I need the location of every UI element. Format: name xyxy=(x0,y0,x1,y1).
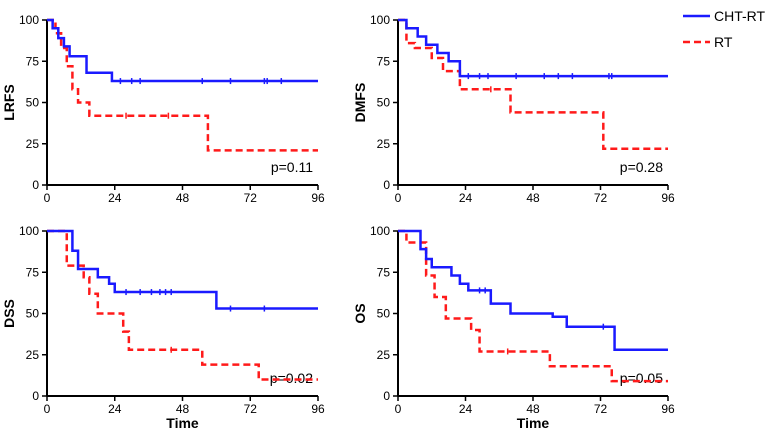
x-tick-label: 48 xyxy=(526,402,540,416)
x-tick-label: 48 xyxy=(526,191,540,205)
x-tick-label: 96 xyxy=(661,191,675,205)
y-tick-label: 50 xyxy=(26,307,40,321)
series-line-cht-rt xyxy=(47,18,318,83)
x-tick-label: 96 xyxy=(661,402,675,416)
series-line-rt xyxy=(398,229,668,383)
x-axis-title: Time xyxy=(166,415,199,431)
y-tick-label: 25 xyxy=(26,348,40,362)
x-tick-label: 0 xyxy=(44,402,51,416)
x-tick-label: 72 xyxy=(244,402,258,416)
y-tick-label: 100 xyxy=(370,224,390,238)
y-axis-title: OS xyxy=(352,303,368,323)
series-line-rt xyxy=(398,18,668,150)
y-tick-label: 100 xyxy=(19,224,39,238)
legend: CHT-RT RT xyxy=(683,8,765,50)
y-tick-label: 0 xyxy=(32,178,39,192)
x-tick-label: 96 xyxy=(311,402,325,416)
series-line-rt xyxy=(47,18,318,152)
series-line-cht-rt xyxy=(398,18,668,78)
panel-3-dss-chart: 0 25 50 75 100 0 24 48 72 96 DSS Time p=0.02 xyxy=(1,224,325,431)
p-value-label: p=0.02 xyxy=(270,370,313,386)
x-tick-label: 24 xyxy=(108,402,122,416)
legend-label-rt: RT xyxy=(714,34,733,50)
y-tick-label: 75 xyxy=(26,265,40,279)
y-tick-label: 75 xyxy=(377,265,391,279)
y-axis-title: DSS xyxy=(1,299,17,328)
legend-label-cht-rt: CHT-RT xyxy=(714,8,765,24)
p-value-label: p=0.11 xyxy=(271,159,313,175)
x-tick-label: 72 xyxy=(594,402,608,416)
y-tick-label: 25 xyxy=(377,348,391,362)
series-line-rt xyxy=(47,229,318,381)
y-tick-label: 0 xyxy=(32,389,39,403)
y-tick-label: 50 xyxy=(377,96,391,110)
y-tick-label: 75 xyxy=(377,54,391,68)
x-tick-label: 72 xyxy=(244,191,258,205)
x-tick-label: 72 xyxy=(594,191,608,205)
y-axis-title: DMFS xyxy=(352,83,368,123)
p-value-label: p=0.28 xyxy=(620,159,663,175)
y-tick-label: 0 xyxy=(383,389,390,403)
p-value-label: p=0.05 xyxy=(620,370,663,386)
x-tick-label: 0 xyxy=(395,191,402,205)
y-tick-label: 100 xyxy=(370,13,390,27)
x-tick-label: 48 xyxy=(176,191,190,205)
y-tick-label: 0 xyxy=(383,178,390,192)
x-tick-label: 0 xyxy=(395,402,402,416)
panel-1-lrfs-chart: 0 25 50 75 100 0 24 48 72 96 LRFS p=0.11 xyxy=(1,13,325,205)
y-tick-label: 50 xyxy=(26,96,40,110)
panel-4-os-chart: 0 25 50 75 100 0 24 48 72 96 OS Time p=0.05 xyxy=(352,224,675,431)
x-tick-label: 24 xyxy=(459,402,473,416)
x-tick-label: 48 xyxy=(176,402,190,416)
x-tick-label: 0 xyxy=(44,191,51,205)
y-tick-label: 25 xyxy=(377,137,391,151)
series-line-cht-rt xyxy=(398,229,668,352)
x-tick-label: 24 xyxy=(459,191,473,205)
y-tick-label: 25 xyxy=(26,137,40,151)
x-tick-label: 24 xyxy=(108,191,122,205)
y-tick-label: 50 xyxy=(377,307,391,321)
x-axis-title: Time xyxy=(517,415,550,431)
panel-2-dmfs-chart: 0 25 50 75 100 0 24 48 72 96 DMFS p=0.28 xyxy=(352,13,675,205)
y-axis-title: LRFS xyxy=(1,84,17,121)
series-line-cht-rt xyxy=(47,229,318,310)
x-tick-label: 96 xyxy=(311,191,325,205)
y-tick-label: 100 xyxy=(19,13,39,27)
y-tick-label: 75 xyxy=(26,54,40,68)
